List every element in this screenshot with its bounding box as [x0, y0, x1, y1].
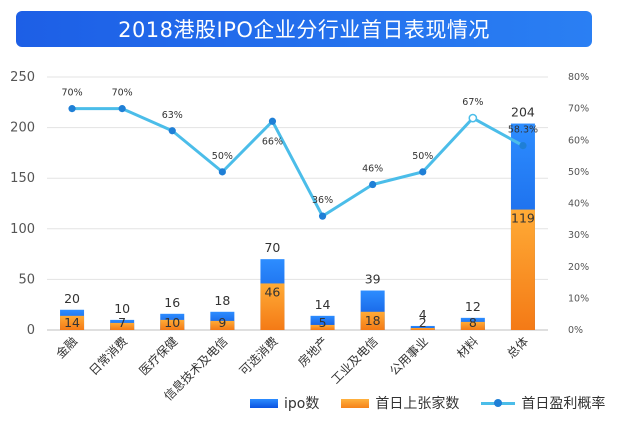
rate-point [519, 142, 527, 150]
ipo-value-label: 10 [114, 301, 130, 316]
rise-value-label: 7 [118, 315, 126, 330]
x-tick-label: 可选消费 [237, 334, 281, 378]
rise-bar [260, 283, 285, 330]
rise-value-label: 18 [365, 313, 381, 328]
y-tick-label: 100 [10, 222, 35, 237]
x-tick-label: 材料 [454, 334, 481, 361]
rise-bar [360, 311, 385, 330]
legend-label-ipo: ipo数 [284, 396, 320, 412]
rise-bar [410, 327, 435, 330]
rise-value-label: 8 [469, 315, 477, 330]
rise-value-label: 5 [319, 315, 327, 330]
rate-point [318, 212, 327, 220]
y2-tick-label: 50% [568, 167, 589, 178]
rate-value-label: 50% [412, 151, 433, 162]
title-bar: 2018港股IPO企业分行业首日表现情况 [16, 11, 592, 47]
rate-point [68, 105, 76, 113]
rate-point [268, 117, 277, 125]
y2-tick-label: 30% [568, 230, 589, 241]
legend-item-rise: 首日上张家数 [341, 393, 459, 413]
y2-tick-label: 20% [568, 262, 589, 273]
y2-tick-label: 40% [568, 199, 589, 210]
rate-value-label: 67% [462, 97, 483, 108]
legend-swatch-rise [341, 398, 370, 408]
y-tick-label: 50 [18, 272, 35, 287]
rise-value-label: 10 [164, 315, 180, 330]
y-tick-label: 200 [10, 121, 35, 136]
legend-item-rate: 首日盈利概率 [481, 393, 605, 413]
rise-bar [510, 209, 535, 330]
rate-point [218, 168, 226, 176]
y2-tick-label: 10% [568, 293, 589, 304]
x-tick-label: 金融 [53, 334, 81, 362]
rate-line: 70% 70% 63% 50% 66% 36% 46% 50% 67% 58.3% [61, 88, 538, 220]
rate-point [419, 168, 427, 176]
rate-value-label: 58.3% [508, 125, 538, 136]
legend: ipo数 首日上张家数 首日盈利概率 [250, 393, 627, 413]
chart-title: 2018港股IPO企业分行业首日表现情况 [118, 18, 490, 42]
rate-value-label: 70% [61, 88, 82, 99]
rise-value-label: 14 [64, 315, 80, 330]
rise-bar [160, 319, 185, 330]
x-tick-label: 日常消费 [86, 334, 130, 378]
left-axis: 0 50 100 150 200 250 [10, 70, 35, 338]
y-tick-label: 0 [27, 323, 35, 338]
ipo-value-label: 18 [214, 293, 230, 308]
y-tick-label: 150 [10, 171, 35, 186]
x-tick-label: 总体 [504, 334, 531, 361]
legend-item-ipo: ipo数 [250, 393, 319, 413]
rate-value-label: 36% [312, 195, 333, 206]
rate-point [118, 105, 126, 113]
legend-swatch-rate [481, 398, 516, 407]
x-tick-label: 房地产 [295, 334, 331, 370]
rise-value-label: 9 [218, 315, 226, 330]
y2-tick-label: 0% [568, 325, 583, 336]
x-tick-label: 公用事业 [387, 334, 431, 378]
ipo-value-label: 12 [465, 299, 481, 314]
rise-value-label: 2 [419, 315, 427, 330]
rise-value-label: 46 [264, 284, 280, 299]
rate-point [468, 113, 478, 123]
x-tick-label: 工业及电信 [328, 334, 380, 386]
rate-value-label: 70% [112, 88, 133, 99]
right-axis: 0% 10% 20% 30% 40% 50% 60% 70% 80% [568, 72, 589, 336]
ipo-value-label: 204 [511, 105, 535, 120]
y2-tick-label: 60% [568, 135, 589, 146]
rate-line-path [72, 107, 524, 218]
rate-value-label: 63% [162, 110, 183, 121]
rate-value-label: 66% [262, 136, 283, 147]
rise-bar [60, 315, 85, 330]
y2-tick-label: 70% [568, 104, 589, 115]
ipo-value-label: 20 [64, 291, 80, 306]
rate-value-label: 50% [212, 151, 233, 162]
ipo-value-label: 14 [315, 297, 331, 312]
rate-point [369, 180, 377, 189]
legend-label-rate: 首日盈利概率 [521, 396, 606, 412]
y2-tick-label: 80% [568, 72, 589, 83]
ipo-value-label: 39 [365, 272, 381, 287]
legend-swatch-ipo [250, 398, 278, 408]
rate-value-label: 46% [362, 164, 383, 175]
rate-point [168, 127, 176, 135]
legend-label-rise: 首日上张家数 [375, 396, 460, 412]
rise-bar [210, 320, 235, 330]
ipo-value-label: 4 [419, 307, 427, 322]
ipo-value-label: 16 [164, 295, 180, 310]
rise-bar [310, 324, 335, 330]
y-tick-label: 250 [10, 70, 35, 85]
rise-value-label: 119 [511, 211, 535, 226]
rise-bar [110, 322, 135, 330]
x-tick-label: 医疗保健 [137, 334, 181, 378]
rise-bar [460, 321, 485, 330]
ipo-value-label: 70 [264, 240, 280, 255]
